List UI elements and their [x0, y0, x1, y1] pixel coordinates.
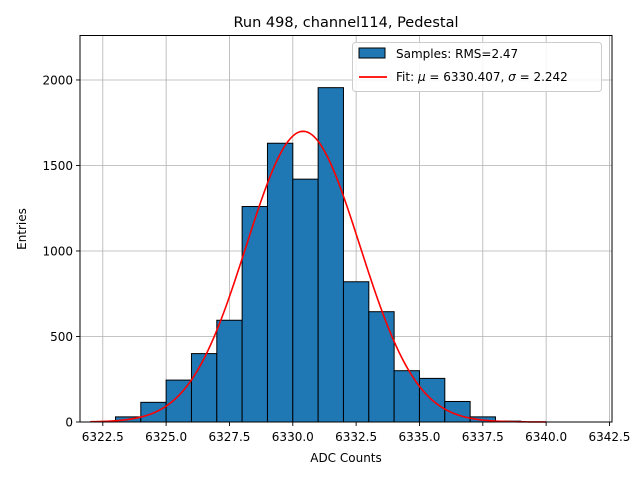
y-tick-label: 1000 — [42, 244, 73, 258]
y-tick-label: 2000 — [42, 73, 73, 87]
legend-fit-sigma-symbol: σ — [508, 70, 516, 84]
legend: Samples: RMS=2.47 Fit: μ = 6330.407, σ =… — [352, 42, 602, 92]
fit-curve — [90, 130, 547, 423]
x-tick-label: 6335.0 — [398, 430, 440, 444]
legend-fit-mu-symbol: μ — [417, 70, 426, 84]
legend-fit-sigma-value: = 2.242 — [516, 70, 568, 84]
histogram-bar — [342, 281, 370, 423]
x-tick-label: 6342.5 — [588, 430, 630, 444]
histogram-bar — [292, 178, 319, 423]
legend-histogram-label: Samples: RMS=2.47 — [396, 47, 518, 61]
legend-histogram-swatch — [358, 47, 386, 59]
histogram-bar — [317, 87, 344, 423]
histogram-bar — [216, 319, 243, 423]
histogram-bar — [241, 206, 268, 423]
histogram-bar — [190, 353, 218, 423]
histogram-bar — [393, 370, 420, 423]
x-tick-label: 6327.5 — [208, 430, 250, 444]
y-tick-label: 500 — [50, 330, 73, 344]
y-axis-label: Entries — [15, 208, 29, 250]
x-tick-label: 6340.0 — [525, 430, 567, 444]
y-tick-label: 1500 — [42, 159, 73, 173]
x-tick-label: 6337.5 — [462, 430, 504, 444]
histogram-bar — [266, 142, 294, 423]
x-axis-ticks: 6322.5 6325.0 6327.5 6330.0 6332.5 6335.0 6337… — [82, 422, 630, 444]
x-tick-label: 6322.5 — [82, 430, 124, 444]
histogram-bar — [368, 311, 395, 423]
legend-fit-label: Fit: μ = 6330.407, σ = 2.242 — [396, 70, 568, 84]
legend-fit-prefix: Fit: — [396, 70, 418, 84]
y-tick-label: 0 — [65, 416, 73, 430]
chart-title: Run 498, channel114, Pedestal — [233, 15, 458, 31]
y-axis-ticks: 0 500 1000 1500 2000 — [42, 73, 80, 430]
legend-fit-mu-value: = 6330.407, — [426, 70, 509, 84]
legend-box — [352, 42, 602, 92]
x-tick-label: 6325.0 — [145, 430, 187, 444]
x-axis-label: ADC Counts — [310, 451, 382, 465]
histogram-bar — [165, 379, 192, 423]
plot-frame — [79, 35, 613, 423]
x-tick-label: 6332.5 — [335, 430, 377, 444]
fit-curve-group — [90, 130, 547, 423]
x-tick-label: 6330.0 — [272, 430, 314, 444]
